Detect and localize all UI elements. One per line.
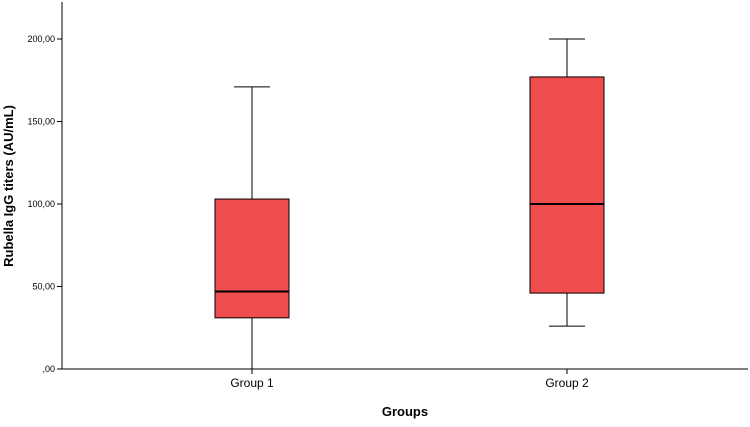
- x-category-label: Group 2: [545, 376, 589, 390]
- y-tick-label: 150,00: [27, 117, 55, 127]
- y-tick-label: 200,00: [27, 34, 55, 44]
- y-tick-label: 50,00: [32, 282, 55, 292]
- box-2: [529, 38, 605, 327]
- x-axis-title: Groups: [382, 404, 428, 419]
- iqr-box: [214, 198, 290, 319]
- y-axis-title: Rubella IgG titers (AU/mL): [1, 105, 16, 267]
- y-tick-label: ,00: [42, 364, 55, 374]
- boxes: [214, 38, 605, 369]
- x-category-label: Group 1: [230, 376, 274, 390]
- y-tick-label: 100,00: [27, 199, 55, 209]
- box-1: [214, 86, 290, 369]
- axes: [61, 2, 748, 370]
- iqr-box: [529, 76, 605, 294]
- y-ticks: ,00 50,00 100,00 150,00 200,00: [27, 34, 62, 374]
- x-category-labels: Group 1 Group 2: [230, 369, 589, 390]
